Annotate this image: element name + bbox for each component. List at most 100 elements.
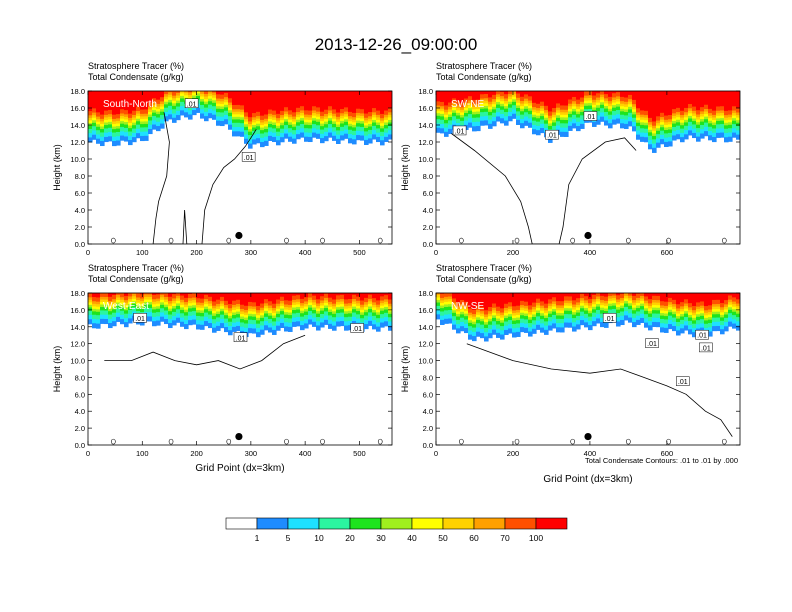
tracer-cell	[320, 302, 325, 306]
tracer-cell	[260, 127, 265, 131]
tracer-cell	[500, 91, 505, 97]
tracer-cell	[108, 314, 113, 319]
tracer-cell	[704, 314, 709, 318]
tracer-cell	[320, 295, 325, 301]
tracer-cell	[312, 112, 317, 116]
tracer-cell	[88, 137, 93, 143]
tracer-cell	[564, 91, 569, 106]
tracer-cell	[688, 306, 693, 310]
tracer-cell	[204, 111, 209, 117]
tracer-cell	[724, 124, 729, 129]
tracer-cell	[624, 111, 629, 116]
tracer-cell	[472, 313, 477, 317]
contour-label-box	[545, 129, 559, 140]
tracer-cell	[256, 91, 261, 112]
tracer-cell	[300, 123, 305, 129]
tracer-cell	[604, 308, 609, 312]
tracer-cell	[304, 296, 309, 302]
tracer-cell	[108, 116, 113, 120]
tracer-cell	[540, 305, 545, 309]
tracer-cell	[128, 113, 133, 118]
tracer-cell	[344, 313, 349, 318]
tracer-cell	[224, 322, 229, 328]
tracer-cell	[556, 125, 561, 130]
tracer-cell	[164, 107, 169, 112]
location-marker	[235, 432, 243, 441]
tracer-cell	[608, 293, 613, 297]
tracer-cell	[364, 315, 369, 320]
tracer-cell	[384, 122, 389, 125]
tracer-cell	[376, 119, 381, 123]
tracer-cell	[104, 110, 109, 115]
tracer-cell	[208, 293, 213, 297]
tracer-cell	[616, 109, 621, 115]
tracer-cell	[476, 125, 481, 132]
tracer-cell	[636, 117, 641, 121]
tracer-cell	[140, 131, 145, 136]
tracer-cell	[288, 136, 293, 142]
tracer-cell	[624, 103, 629, 107]
tracer-cell	[628, 103, 633, 107]
tracer-cell	[88, 132, 93, 138]
tracer-cell	[544, 109, 549, 113]
tracer-cell	[696, 316, 701, 321]
tracer-cell	[616, 98, 621, 102]
tracer-cell	[236, 108, 241, 112]
tracer-cell	[632, 313, 637, 318]
tracer-cell	[540, 310, 545, 314]
tracer-cell	[220, 318, 225, 324]
tracer-cell	[464, 110, 469, 113]
tracer-cell	[188, 305, 193, 309]
tracer-cell	[244, 134, 249, 139]
tracer-cell	[736, 119, 740, 123]
y-tick-label: 0.0	[423, 441, 433, 450]
tracer-cell	[632, 99, 637, 105]
tracer-cell	[124, 321, 129, 328]
tracer-cell	[164, 318, 169, 325]
tracer-cell	[200, 96, 205, 100]
tracer-cell	[360, 311, 365, 315]
tracer-cell	[564, 122, 569, 128]
tracer-cell	[552, 323, 557, 329]
tracer-cell	[244, 312, 249, 316]
tracer-cell	[736, 114, 740, 118]
tracer-cell	[336, 299, 341, 303]
tracer-cell	[300, 298, 305, 304]
tracer-cell	[704, 91, 709, 105]
tracer-cell	[288, 300, 293, 305]
tracer-cell	[732, 306, 737, 310]
tracer-cell	[252, 91, 257, 114]
tracer-cell	[280, 110, 285, 116]
tracer-cell	[576, 99, 581, 104]
tracer-cell	[540, 127, 545, 134]
tracer-cell	[668, 114, 673, 120]
tracer-cell	[216, 303, 221, 307]
tracer-cell	[600, 112, 605, 117]
tracer-cell	[580, 103, 585, 107]
tracer-cell	[256, 312, 261, 316]
tracer-cell	[244, 323, 249, 328]
tracer-cell	[720, 117, 725, 121]
tracer-cell	[448, 114, 453, 117]
tracer-cell	[220, 106, 225, 110]
tracer-cell	[208, 310, 213, 315]
tracer-cell	[584, 91, 589, 96]
tracer-cell	[312, 132, 317, 138]
tracer-cell	[544, 329, 549, 335]
tracer-cell	[372, 315, 377, 321]
tracer-cell	[332, 303, 337, 307]
tracer-cell	[344, 113, 349, 117]
tracer-cell	[320, 133, 325, 139]
tracer-cell	[532, 316, 537, 321]
tracer-cell	[728, 293, 733, 296]
tracer-cell	[260, 124, 265, 128]
tracer-cell	[120, 126, 125, 132]
tracer-cell	[108, 303, 113, 307]
tracer-cell	[580, 297, 585, 301]
tracer-cell	[728, 136, 733, 142]
tracer-cell	[96, 138, 101, 144]
y-axis-label: Height (km)	[52, 346, 62, 393]
tracer-cell	[668, 306, 673, 310]
tracer-cell	[520, 105, 525, 109]
tracer-cell	[380, 300, 385, 304]
